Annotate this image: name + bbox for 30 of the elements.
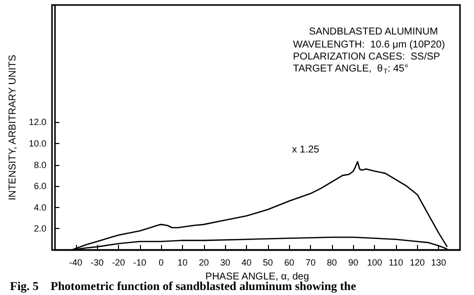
x-tick-label: 120 <box>410 258 425 268</box>
x-tick-label: 110 <box>388 258 404 268</box>
x-tick-label: 40 <box>242 258 252 268</box>
y-tick-label: 2.0 <box>34 224 46 234</box>
y-axis-title: INTENSITY, ARBITRARY UNITS <box>8 54 18 200</box>
x-tick-label: 70 <box>306 258 316 268</box>
x-tick-label: 90 <box>348 258 358 268</box>
y-tick-label: 6.0 <box>34 181 46 192</box>
x-tick-label: -30 <box>90 258 104 268</box>
x-tick-label: 60 <box>284 258 294 268</box>
y-tick-label: 12.0 <box>28 117 46 128</box>
y-tick-label: 10.0 <box>28 138 46 148</box>
x-tick-label: 10 <box>177 258 188 268</box>
x-tick-label: 80 <box>326 258 337 268</box>
x-tick-label: -40 <box>69 258 82 268</box>
y-tick-label: 8.0 <box>34 160 46 170</box>
x-tick-label: -10 <box>133 258 146 268</box>
x-tick-label: 130 <box>431 258 446 268</box>
x-tick-label: 100 <box>367 258 382 268</box>
x-tick-label: 20 <box>198 258 209 268</box>
annotation: x 1.25 <box>292 144 320 156</box>
x-axis-title: PHASE ANGLE, α, deg <box>205 272 310 282</box>
x-tick-label: 0 <box>158 258 164 268</box>
x-tick-label: 50 <box>262 258 273 268</box>
annotation: POLARIZATION CASES: SS/SP <box>293 52 440 62</box>
x-tick-label: 30 <box>220 258 230 268</box>
text: SANDBLASTED ALUMINUM <box>309 26 438 38</box>
y-tick-label: 4.0 <box>34 202 46 212</box>
annotation: WAVELENGTH: 10.6 μm (10P20) <box>293 40 445 50</box>
x-tick-label: -20 <box>112 258 125 268</box>
